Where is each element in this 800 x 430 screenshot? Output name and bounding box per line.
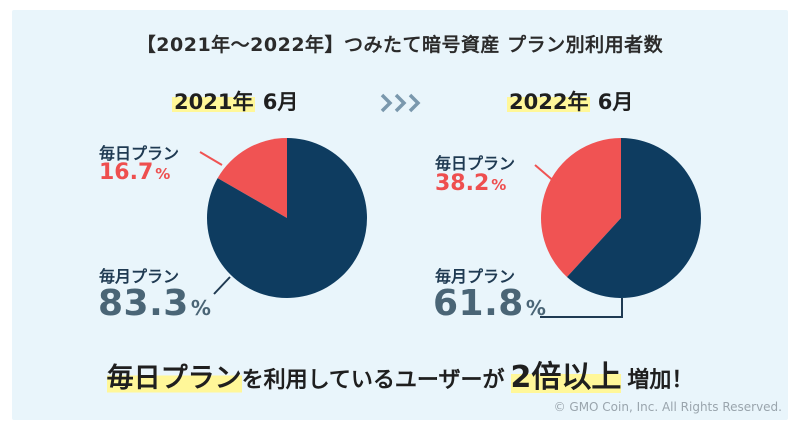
period-month: 6月 [262,90,299,114]
copyright-notice: © GMO Coin, Inc. All Rights Reserved. [553,400,782,414]
period-month: 6月 [597,90,634,114]
leader-line-monthly-2022 [540,298,623,318]
leader-line-monthly-2021 [213,276,231,295]
pie-chart-2021 [206,138,367,298]
headline-highlight-growth: 2倍以上 [510,360,622,395]
period-2022: 2022年 6月 [507,86,633,116]
pie-slice-monthly [566,138,701,298]
value-number: 16.7 [99,160,154,185]
pie-slice-monthly [206,138,367,298]
pie-chart-2022 [541,138,701,298]
slice-value-monthly: 61.8% [433,283,546,324]
headline: 毎日プランを利用しているユーザーが 2倍以上 増加！ [0,352,800,396]
triple-chevron-right-icon [380,93,421,113]
period-2021: 2021年 6月 [172,86,298,116]
slice-value-monthly: 83.3% [98,283,211,324]
pie-slice-daily [217,138,287,218]
leader-line-daily-2021 [199,151,223,166]
value-number: 38.2 [435,171,490,196]
value-unit: % [155,165,171,183]
value-unit: % [491,176,507,194]
slice-value-daily: 16.7% [99,160,170,185]
value-number: 83.3 [98,283,189,324]
slice-label-daily: 毎日プラン [99,144,180,163]
headline-text-end: 増加！ [627,368,694,393]
value-unit: % [190,296,212,320]
slice-label-daily: 毎日プラン [435,154,516,173]
headline-highlight-plan: 毎日プラン [106,363,242,394]
headline-text: を利用しているユーザーが [241,368,505,393]
slice-label-monthly: 毎月プラン [435,267,516,286]
pie-slice-daily [541,138,621,278]
slice-label-monthly: 毎月プラン [99,267,180,286]
value-number: 61.8 [433,283,524,324]
period-year: 2021年 [172,90,256,114]
chart-title: 【2021年〜2022年】つみたて暗号資産 プラン別利用者数 [136,34,664,56]
period-year: 2022年 [507,90,591,114]
leader-line-daily-2022 [534,164,557,184]
slice-value-daily: 38.2% [435,171,506,196]
value-unit: % [525,296,547,320]
